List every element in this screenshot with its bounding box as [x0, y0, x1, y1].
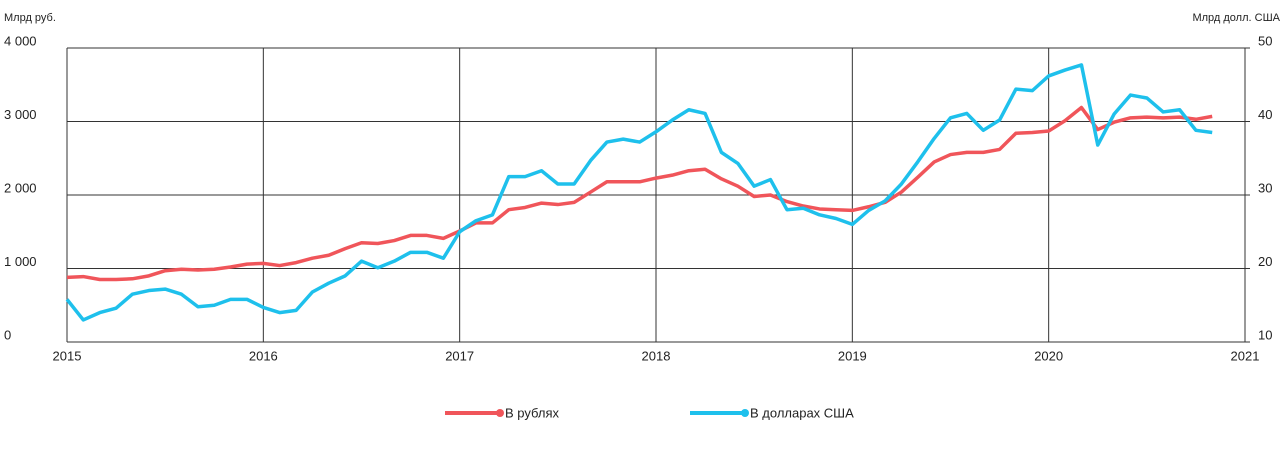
line-series	[65, 63, 1213, 322]
legend-label: В долларах США	[750, 405, 854, 420]
x-tick-label: 2016	[249, 348, 278, 363]
x-tick-label: 2019	[838, 348, 867, 363]
x-tick-label: 2015	[53, 348, 82, 363]
y2-tick-label: 20	[1258, 254, 1272, 269]
x-tick-label: 2021	[1231, 348, 1260, 363]
y2-tick-label: 40	[1258, 107, 1272, 122]
legend-swatch	[496, 409, 504, 417]
y2-tick-label: 50	[1258, 33, 1272, 48]
y-tick-label: 1 000	[4, 254, 37, 269]
x-tick-label: 2020	[1034, 348, 1063, 363]
y-tick-label: 0	[4, 327, 11, 342]
line-series	[66, 105, 1213, 282]
y-tick-label: 2 000	[4, 180, 37, 195]
legend-label: В рублях	[505, 405, 559, 420]
y2-tick-label: 10	[1258, 327, 1272, 342]
x-tick-label: 2018	[642, 348, 671, 363]
y2-axis-label: Млрд долл. США	[1192, 12, 1280, 24]
y-axis-label: Млрд руб.	[4, 12, 56, 24]
y2-tick-label: 30	[1258, 180, 1272, 195]
y-tick-label: 4 000	[4, 33, 37, 48]
y-tick-label: 3 000	[4, 107, 37, 122]
legend-swatch	[741, 409, 749, 417]
x-tick-label: 2017	[445, 348, 474, 363]
